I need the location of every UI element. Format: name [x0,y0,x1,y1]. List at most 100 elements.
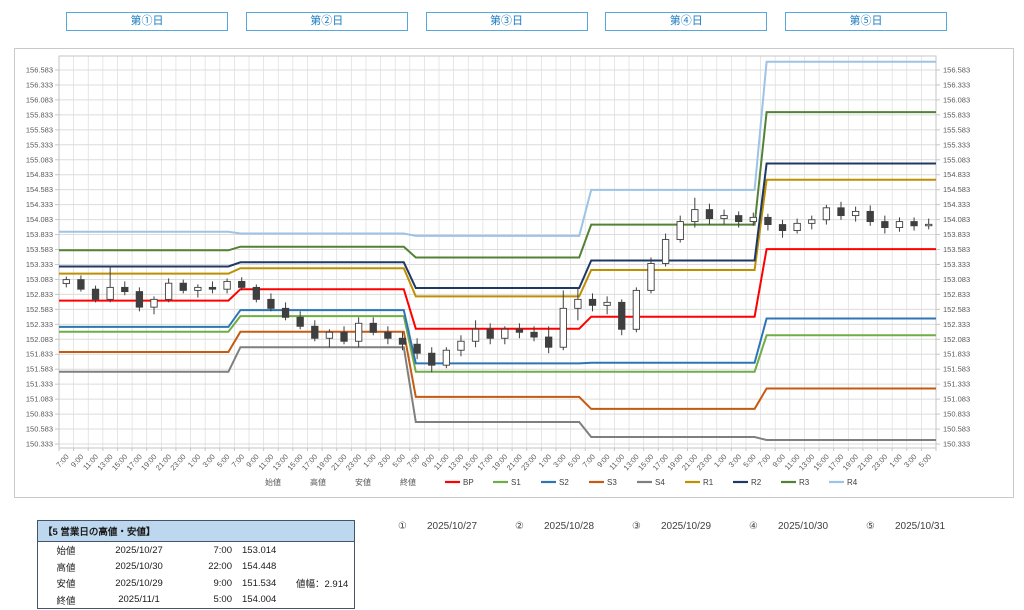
candlestick-chart-panel: 150.333 150.583 150.833 151.083 151.333 151.5… [14,48,1014,498]
day-circled-number: ④ [749,521,758,532]
candle [369,317,377,336]
candle [735,211,743,228]
footer-day-4: ④ 2025/10/30 [749,521,866,532]
svg-text:5:00: 5:00 [391,452,407,469]
svg-text:17:00: 17:00 [651,452,670,472]
pivot-line-s3 [59,330,936,410]
svg-text:7:00: 7:00 [756,452,772,469]
plot-border [58,55,937,449]
day-date: 2025/10/28 [543,521,595,532]
svg-text:152.833: 152.833 [943,290,970,299]
chart-legend: 始値 高値 安値 終値 BP S1 S2 S3 S4 R1 R2 R3 R4 [265,477,858,487]
x-axis-labels: 7:009:0011:0013:0015:0017:0019:0021:0023… [54,452,933,472]
day-4-button[interactable]: 第④日 [605,12,768,31]
svg-text:1:00: 1:00 [186,452,202,469]
svg-text:155.083: 155.083 [26,155,53,164]
svg-text:151.833: 151.833 [943,350,970,359]
candle [851,206,860,222]
candle [150,296,158,315]
pivot-line-r3 [59,111,936,259]
svg-text:21:00: 21:00 [680,452,699,472]
svg-text:152.833: 152.833 [26,290,53,299]
svg-text:17:00: 17:00 [826,452,845,472]
day-date: 2025/10/27 [426,521,478,532]
candle [208,281,217,294]
svg-text:15:00: 15:00 [461,452,480,472]
svg-text:151.333: 151.333 [26,380,53,389]
legend-item-r4: R4 [847,478,858,487]
day-3-button[interactable]: 第③日 [425,12,588,31]
svg-text:13:00: 13:00 [95,452,114,472]
candle [822,204,831,225]
svg-text:154.333: 154.333 [26,200,53,209]
candle [778,219,787,238]
svg-text:1:00: 1:00 [712,452,728,469]
table-row: 安値 2025/10/29 9:00 151.534 値幅：2.914 [38,575,354,592]
candle [267,293,275,312]
svg-text:154.333: 154.333 [943,200,970,209]
legend-item-終値: 終値 [400,477,416,487]
candle [749,212,757,226]
candle [574,287,582,321]
candle [588,293,597,312]
svg-text:13:00: 13:00 [797,452,816,472]
row-label: 安値 [56,579,76,591]
svg-text:156.333: 156.333 [943,80,970,89]
svg-text:154.583: 154.583 [26,185,53,194]
svg-text:153.833: 153.833 [943,230,970,239]
day-2-button[interactable]: 第②日 [245,12,408,31]
summary-table-title: 【5 営業日の高値・安値】 [38,521,354,542]
candle [545,326,553,354]
day-circled-number: ⑤ [866,521,875,532]
candle [91,285,100,303]
row-label: 始値 [56,546,76,558]
day-circled-number: ② [515,521,524,532]
svg-text:21:00: 21:00 [154,452,173,472]
day-date: 2025/10/30 [777,521,829,532]
row-time: 22:00 [208,561,232,573]
svg-text:21:00: 21:00 [855,452,874,472]
svg-text:19:00: 19:00 [841,452,860,472]
candle [457,335,465,357]
row-time: 9:00 [213,577,233,589]
footer-day-3: ③ 2025/10/29 [632,521,749,532]
candle [340,326,348,345]
svg-text:1:00: 1:00 [361,452,377,469]
svg-text:156.583: 156.583 [26,66,53,75]
candle [808,215,816,230]
legend-item-s3: S3 [607,478,617,487]
svg-text:153.583: 153.583 [943,245,970,254]
svg-text:156.083: 156.083 [943,95,970,104]
svg-text:5:00: 5:00 [917,452,933,469]
candle [325,329,334,348]
candle [705,203,714,225]
table-row: 終値 2025/11/1 5:00 154.004 [38,592,354,609]
svg-text:155.583: 155.583 [26,125,53,134]
legend-item-始値: 始値 [265,477,281,487]
row-value: 151.534 [242,577,277,589]
candle [428,347,436,373]
candle [252,284,260,303]
grid-lines [55,56,940,451]
svg-text:151.083: 151.083 [26,395,53,404]
candle [179,279,187,294]
candle [910,217,918,231]
svg-text:154.833: 154.833 [26,170,53,179]
day-5-button[interactable]: 第⑤日 [785,12,947,31]
svg-text:154.083: 154.083 [943,215,970,224]
svg-text:150.833: 150.833 [943,410,970,419]
day-1-button[interactable]: 第①日 [66,12,228,31]
svg-text:152.583: 152.583 [26,305,53,314]
svg-text:3:00: 3:00 [727,452,743,469]
candle [238,277,246,291]
svg-text:152.333: 152.333 [26,320,53,329]
svg-text:153.333: 153.333 [26,260,53,269]
row-value: 153.014 [242,544,277,556]
svg-text:23:00: 23:00 [344,452,363,472]
svg-text:3:00: 3:00 [376,452,392,469]
row-date: 2025/11/1 [118,594,160,606]
svg-text:23:00: 23:00 [870,452,889,472]
svg-text:155.833: 155.833 [943,110,970,119]
pivot-line-r2 [59,162,936,289]
svg-text:155.333: 155.333 [943,140,970,149]
